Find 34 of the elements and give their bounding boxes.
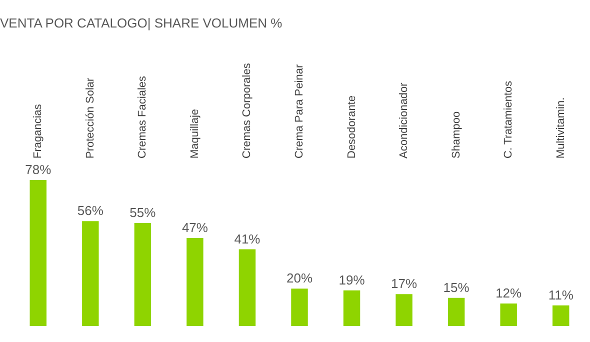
x-tick-label: Maquillaje xyxy=(188,108,201,158)
data-label: 12% xyxy=(496,286,522,301)
data-label: 55% xyxy=(130,205,156,220)
bar xyxy=(186,238,204,326)
x-tick-label: Cremas Faciales xyxy=(136,75,149,158)
bar xyxy=(448,298,465,326)
data-label: 56% xyxy=(77,203,104,218)
x-tick-label: Crema Para Peinar xyxy=(294,64,306,158)
x-tick-label: Acondicionador xyxy=(398,82,410,158)
x-tick-label: Fragancias xyxy=(32,104,44,158)
bar xyxy=(396,294,412,326)
data-label: 11% xyxy=(548,287,574,302)
bar xyxy=(238,249,256,326)
bar xyxy=(82,221,99,326)
x-tick-label: C. Tratamientos xyxy=(502,80,515,158)
x-tick-label: Multivitamin. xyxy=(554,97,567,158)
x-tick-label: Cremas Corporales xyxy=(241,62,254,158)
data-label: 15% xyxy=(443,280,470,295)
chart-title: VENTA POR CATALOGO| SHARE VOLUMEN % xyxy=(0,16,283,31)
bar xyxy=(343,290,360,326)
x-tick-label: Shampoo xyxy=(450,111,462,158)
data-label: 78% xyxy=(25,162,52,177)
bar xyxy=(291,288,308,326)
x-tick-label: Desodorante xyxy=(346,96,358,158)
data-label: 41% xyxy=(234,231,261,246)
bar xyxy=(134,223,152,326)
data-label: 17% xyxy=(391,276,418,292)
x-tick-label: Protección Solar xyxy=(84,77,96,158)
data-label: 19% xyxy=(338,272,366,288)
bar xyxy=(552,305,570,326)
data-label: 20% xyxy=(286,270,313,286)
bar xyxy=(500,304,517,326)
bar xyxy=(30,180,46,326)
data-label: 47% xyxy=(182,220,208,236)
